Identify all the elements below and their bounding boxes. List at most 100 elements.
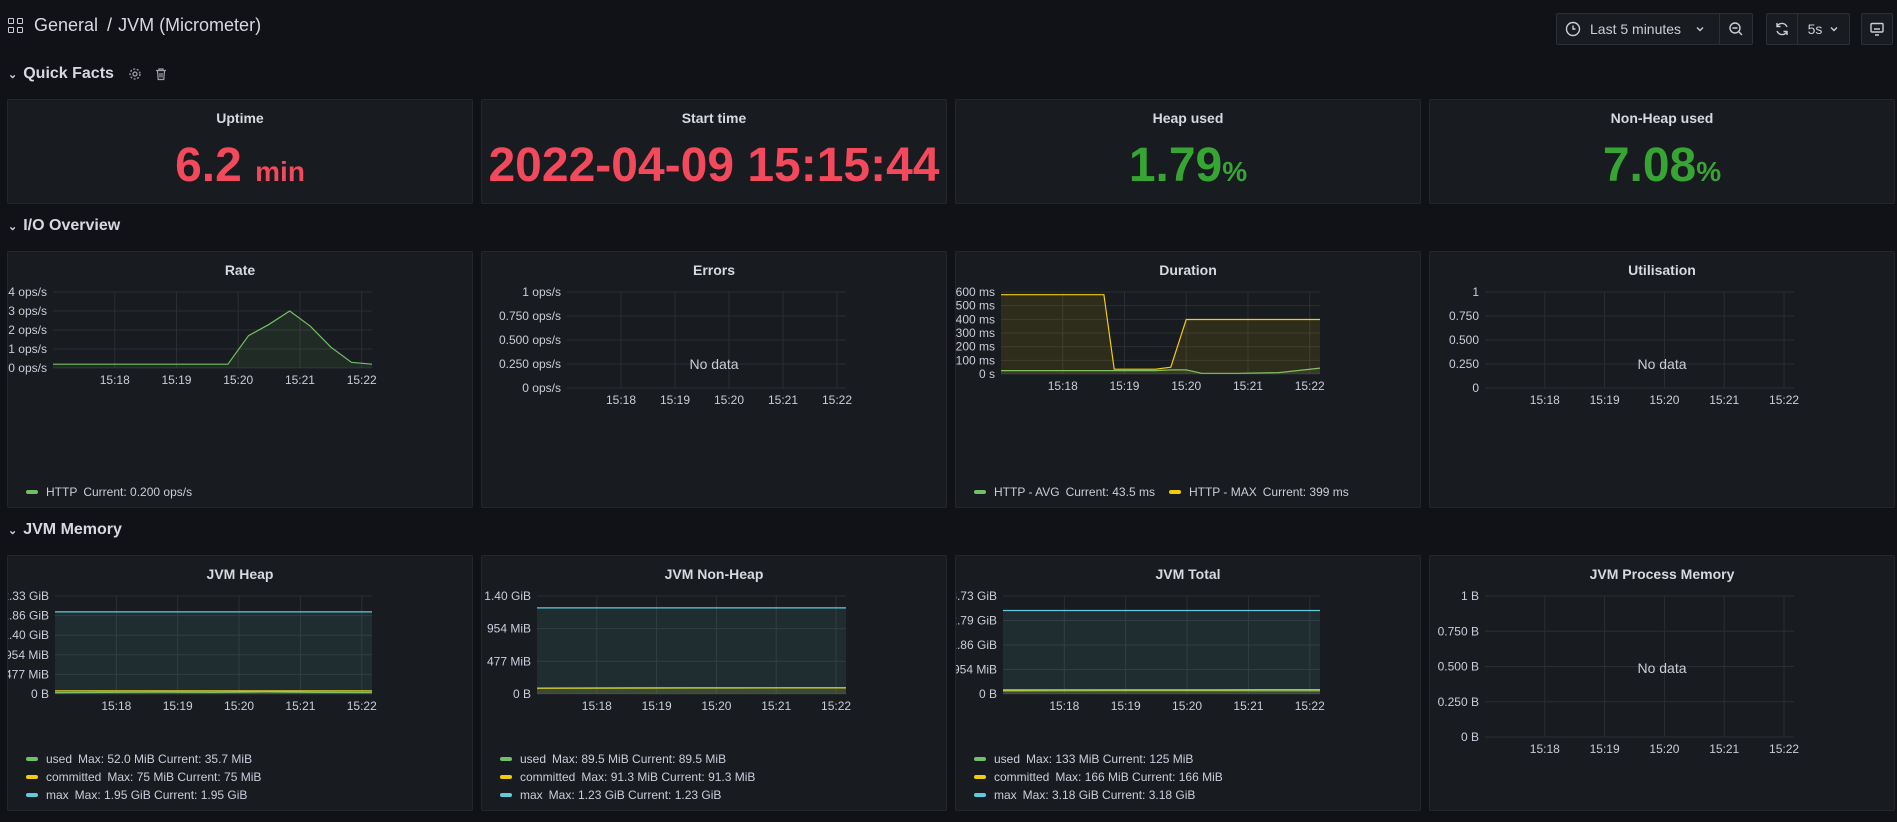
row-quick-facts[interactable]: ⌄ Quick Facts	[8, 65, 168, 83]
x-tick-label: 15:21	[761, 699, 791, 713]
legend-item-committed[interactable]: committed Max: 166 MiB Current: 166 MiB	[974, 770, 1223, 784]
dashboard-topbar: General / JVM (Micrometer) Last 5 minute…	[0, 0, 1897, 56]
legend-item-max[interactable]: max Max: 1.23 GiB Current: 1.23 GiB	[500, 788, 755, 802]
panel-uptime[interactable]: Uptime 6.2 min	[7, 99, 473, 204]
y-tick-label: 600 ms	[956, 285, 995, 299]
y-tick-label: 0.750 ops/s	[499, 309, 561, 323]
panel-title: Errors	[692, 262, 736, 278]
x-tick-label: 15:20	[1649, 742, 1679, 756]
y-tick-label: 0.500	[1449, 333, 1479, 347]
y-tick-label: 0.250 B	[1438, 695, 1479, 709]
heap-used-value: 1.79%	[1128, 139, 1248, 192]
rate-chart: 0 ops/s 1 ops/s 2 ops/s 3 ops/s 4 ops/s 15:18…	[8, 285, 377, 387]
panel-jvm-total[interactable]: JVM Total 0 B 954 MiB 1.86 GiB 2.79 GiB 3.73…	[955, 555, 1421, 811]
x-tick-label: 15:20	[223, 373, 253, 387]
panel-title: JVM Total	[1155, 566, 1221, 582]
x-tick-label: 15:20	[1171, 379, 1201, 393]
series-area-committed	[537, 687, 846, 694]
panel-utilisation[interactable]: Utilisation 0 0.250 0.500 0.750 1 15:18 15:19 1…	[1429, 251, 1895, 508]
x-tick-label: 15:22	[1769, 393, 1799, 407]
tv-mode-button[interactable]	[1861, 13, 1893, 45]
legend-item-used[interactable]: used Max: 89.5 MiB Current: 89.5 MiB	[500, 752, 755, 766]
y-tick-label: 0.750 B	[1438, 624, 1479, 638]
x-tick-label: 15:21	[768, 393, 798, 407]
y-tick-label: 0 B	[513, 687, 531, 701]
row-jvm-memory[interactable]: ⌄ JVM Memory	[8, 521, 122, 539]
chevron-down-icon: ⌄	[8, 524, 18, 537]
series-line-http-avg	[1001, 367, 1321, 374]
chart-legend: HTTP - AVG Current: 43.5 ms HTTP - MAX Cur…	[974, 485, 1349, 499]
legend-item-max[interactable]: max Max: 3.18 GiB Current: 3.18 GiB	[974, 788, 1223, 802]
panel-heap-used[interactable]: Heap used 1.79%	[955, 99, 1421, 204]
y-tick-label: 0.250 ops/s	[499, 357, 561, 371]
y-tick-label: 1.86 GiB	[8, 609, 49, 623]
y-tick-label: 477 MiB	[8, 667, 49, 681]
legend-item-max[interactable]: max Max: 1.95 GiB Current: 1.95 GiB	[26, 788, 261, 802]
y-tick-label: 3 ops/s	[8, 304, 47, 318]
x-tick-label: 15:18	[101, 699, 131, 713]
breadcrumb-dashboard[interactable]: JVM (Micrometer)	[118, 15, 262, 35]
utilisation-chart: 0 0.250 0.500 0.750 1 15:18 15:19 15:20 15:21 15:…	[1449, 285, 1799, 407]
panel-non-heap-used[interactable]: Non-Heap used 7.08%	[1429, 99, 1895, 204]
jvm-total-chart: 0 B 954 MiB 1.86 GiB 2.79 GiB 3.73 GiB 15:18 1…	[956, 589, 1325, 713]
no-data-message: No data	[1637, 660, 1687, 676]
zoom-out-button[interactable]	[1719, 13, 1753, 45]
x-tick-label: 15:18	[100, 373, 130, 387]
y-tick-label: 0.500 ops/s	[499, 333, 561, 347]
y-tick-label: 954 MiB	[956, 663, 997, 677]
chevron-down-icon: ⌄	[8, 68, 18, 81]
row-title: Quick Facts	[23, 65, 114, 82]
series-area-http-max	[1001, 294, 1320, 374]
y-tick-label: 1 ops/s	[522, 285, 561, 299]
breadcrumb-folder[interactable]: General	[34, 15, 99, 35]
y-tick-label: 0 s	[979, 367, 995, 381]
legend-item-http-max[interactable]: HTTP - MAX Current: 399 ms	[1168, 485, 1349, 499]
panel-rate[interactable]: Rate 0 ops/s 1 ops/s 2 ops/s 3 ops/s 4 ops/s…	[7, 251, 473, 508]
series-area-used	[1003, 690, 1320, 694]
series-line-http	[53, 310, 373, 365]
x-tick-label: 15:20	[714, 393, 744, 407]
legend-item-committed[interactable]: committed Max: 75 MiB Current: 75 MiB	[26, 770, 261, 784]
x-tick-label: 15:22	[347, 373, 377, 387]
series-area-max	[55, 611, 372, 694]
x-tick-label: 15:18	[1049, 699, 1079, 713]
gear-icon[interactable]	[128, 67, 142, 81]
legend-item-committed[interactable]: committed Max: 91.3 MiB Current: 91.3 MiB	[500, 770, 755, 784]
x-tick-label: 15:20	[1649, 393, 1679, 407]
y-tick-label: 1 B	[1461, 589, 1479, 603]
panel-duration[interactable]: Duration 0 s 100 ms 200 ms 300 ms 400 ms 500 …	[955, 251, 1421, 508]
y-tick-label: 0.750	[1449, 309, 1479, 323]
x-tick-label: 15:19	[642, 699, 672, 713]
dashboards-grid-icon[interactable]	[8, 17, 24, 34]
y-tick-label: 0 ops/s	[522, 381, 561, 395]
refresh-icon	[1776, 22, 1788, 36]
y-tick-label: 1.86 GiB	[956, 638, 997, 652]
chevron-down-icon: ⌄	[8, 220, 18, 233]
panel-title: Utilisation	[1628, 262, 1696, 278]
series-area-http-avg	[1001, 368, 1320, 374]
series-area-max	[537, 607, 846, 694]
legend-item-used[interactable]: used Max: 133 MiB Current: 125 MiB	[974, 752, 1223, 766]
refresh-button[interactable]	[1766, 13, 1798, 45]
series-area-committed	[55, 690, 372, 694]
panel-errors[interactable]: Errors 0 ops/s 0.250 ops/s 0.500 ops/s 0.75…	[481, 251, 947, 508]
refresh-interval-picker[interactable]: 5s	[1797, 13, 1850, 45]
series-area-max	[1003, 610, 1320, 694]
y-tick-label: 1 ops/s	[8, 342, 47, 356]
x-tick-label: 15:21	[1709, 742, 1739, 756]
panel-title: JVM Process Memory	[1589, 566, 1735, 582]
x-tick-label: 15:19	[161, 373, 191, 387]
legend-item-http[interactable]: HTTP Current: 0.200 ops/s	[26, 485, 192, 499]
trash-icon[interactable]	[154, 67, 168, 81]
panel-title: Uptime	[216, 110, 264, 126]
panel-jvm-heap[interactable]: JVM Heap 0 B 477 MiB 954 MiB 1.40 GiB 1.86 G…	[7, 555, 473, 811]
panel-jvm-process-memory[interactable]: JVM Process Memory 0 B 0.250 B 0.500 B 0.75…	[1429, 555, 1895, 811]
panel-jvm-non-heap[interactable]: JVM Non-Heap 0 B 477 MiB 954 MiB 1.40 GiB 15…	[481, 555, 947, 811]
legend-item-used[interactable]: used Max: 52.0 MiB Current: 35.7 MiB	[26, 752, 261, 766]
legend-item-http-avg[interactable]: HTTP - AVG Current: 43.5 ms	[974, 485, 1155, 499]
row-io-overview[interactable]: ⌄ I/O Overview	[8, 217, 120, 235]
uptime-unit: min	[255, 156, 305, 187]
time-range-picker[interactable]: Last 5 minutes	[1556, 13, 1720, 45]
panel-start-time[interactable]: Start time 2022-04-09 15:15:44	[481, 99, 947, 204]
x-tick-label: 15:21	[1233, 379, 1263, 393]
